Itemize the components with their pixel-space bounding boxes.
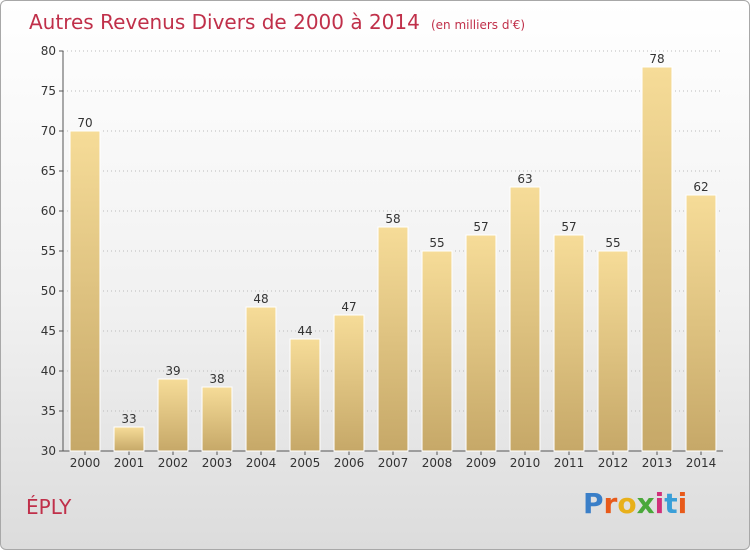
x-tick-label-2005: 2005 [290,456,321,470]
place-name: ÉPLY [26,495,72,519]
y-tick-label: 70 [41,124,56,138]
data-label-2002: 39 [165,364,180,378]
bar-2009 [465,234,497,452]
y-tick-label: 55 [41,244,56,258]
x-tick-label-2001: 2001 [114,456,145,470]
bar-2007 [377,226,409,452]
data-label-2003: 38 [209,372,224,386]
logo-letter: o [617,487,637,520]
bar-2002 [157,378,189,452]
data-label-2005: 44 [297,324,312,338]
bar-2003 [201,386,233,452]
data-label-2007: 58 [385,212,400,226]
data-label-2009: 57 [473,220,488,234]
bar-2004 [245,306,277,452]
bar-2010 [509,186,541,452]
bar-2008 [421,250,453,452]
x-tick-label-2013: 2013 [642,456,673,470]
x-tick-label-2012: 2012 [598,456,629,470]
x-tick-label-2011: 2011 [554,456,585,470]
bar-2014 [685,194,717,452]
logo-letter: x [636,487,655,520]
y-tick-label: 80 [41,44,56,58]
x-tick-label-2004: 2004 [246,456,277,470]
data-label-2008: 55 [429,236,444,250]
data-label-2014: 62 [693,180,708,194]
logo-letter: t [664,487,678,520]
y-tick-label: 40 [41,364,56,378]
y-tick-label: 50 [41,284,56,298]
y-tick-label: 75 [41,84,56,98]
x-tick-label-2009: 2009 [466,456,497,470]
labels: 30 35 40 45 50 55 60 65 70 75 80 70 2000 33 2001 39 2002… [41,44,717,470]
x-tick-label-2006: 2006 [334,456,365,470]
x-tick-label-2007: 2007 [378,456,409,470]
chart-title-unit: (en milliers d'€) [430,18,526,32]
bars [69,66,717,452]
data-label-2000: 70 [77,116,92,130]
y-tick-label: 65 [41,164,56,178]
logo-letter: i [654,487,665,520]
logo-letter: r [603,487,618,520]
y-tick-label: 35 [41,404,56,418]
y-tick-label: 60 [41,204,56,218]
chart-title-main: Autres Revenus Divers de 2000 à 2014 [29,10,420,34]
x-tick-label-2014: 2014 [686,456,717,470]
x-tick-label-2003: 2003 [202,456,233,470]
proxiti-logo: Proxiti [583,487,687,520]
data-label-2011: 57 [561,220,576,234]
data-label-2013: 78 [649,52,664,66]
bar-2011 [553,234,585,452]
data-label-2010: 63 [517,172,532,186]
bar-2000 [69,130,101,452]
x-tick-label-2002: 2002 [158,456,189,470]
x-tick-label-2010: 2010 [510,456,541,470]
data-label-2001: 33 [121,412,136,426]
chart-title: Autres Revenus Divers de 2000 à 2014 (en… [29,10,525,34]
logo-letter: i [677,487,688,520]
y-tick-label: 30 [41,444,56,458]
bar-2012 [597,250,629,452]
bar-2013 [641,66,673,452]
logo-letter: P [583,487,604,520]
data-label-2006: 47 [341,300,356,314]
data-label-2012: 55 [605,236,620,250]
x-tick-label-2000: 2000 [70,456,101,470]
data-label-2004: 48 [253,292,268,306]
bar-2005 [289,338,321,452]
bar-2001 [113,426,145,452]
x-tick-label-2008: 2008 [422,456,453,470]
y-tick-label: 45 [41,324,56,338]
bar-2006 [333,314,365,452]
